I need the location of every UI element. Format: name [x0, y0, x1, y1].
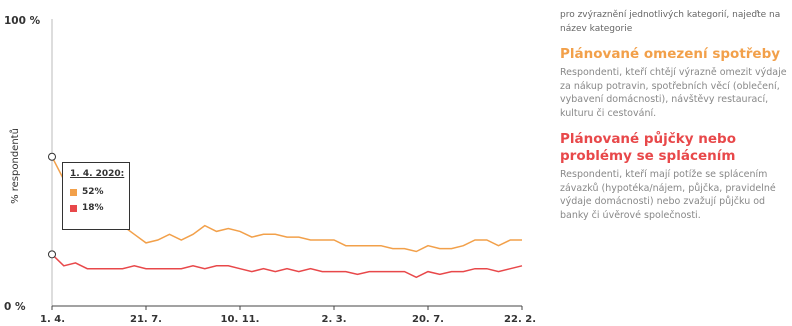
- legend-item-pujcky[interactable]: Plánované půjčky nebo problémy se spláce…: [560, 131, 788, 222]
- tooltip-row-spotreba: 52%: [70, 187, 122, 197]
- series-marker-2: [48, 250, 56, 259]
- series-marker-1: [48, 152, 56, 161]
- x-tick-label: 1. 4.: [40, 314, 65, 325]
- x-tick-label: 10. 11.: [221, 314, 260, 325]
- y-tick-label-bottom: 0 %: [4, 301, 26, 313]
- legend-item-spotreba[interactable]: Plánované omezení spotřeby Respondenti, …: [560, 46, 788, 120]
- x-tick-label: 20. 7.: [412, 314, 444, 325]
- legend-desc-spotreba: Respondenti, kteří chtějí výrazně omezit…: [560, 67, 787, 119]
- series-line-1: [51, 156, 522, 253]
- legend-title-pujcky: Plánované půjčky nebo problémy se spláce…: [560, 131, 736, 164]
- tooltip-swatch-spotreba: [70, 188, 77, 196]
- legend-desc-pujcky: Respondenti, kteří mají potíže se spláce…: [560, 169, 776, 221]
- y-tick-label-top: 100 %: [4, 15, 41, 27]
- tooltip-date: 1. 4. 2020:: [70, 169, 125, 179]
- tooltip-value-pujcky: 18%: [82, 203, 104, 213]
- y-axis-label: % respondentů: [9, 128, 21, 204]
- data-tooltip: 1. 4. 2020: 52% 18%: [62, 162, 130, 230]
- tooltip-value-spotreba: 52%: [82, 187, 104, 197]
- legend-hint: pro zvýraznění jednotlivých kategorií, n…: [560, 10, 781, 34]
- legend-panel: pro zvýraznění jednotlivých kategorií, n…: [560, 8, 788, 233]
- x-tick-label: 22. 2.: [504, 314, 536, 325]
- x-tick-label: 21. 7.: [130, 314, 162, 325]
- legend-title-spotreba: Plánované omezení spotřeby: [560, 46, 781, 62]
- series-line-2: [51, 253, 523, 279]
- x-tick-label: 2. 3.: [322, 314, 347, 325]
- tooltip-row-pujcky: 18%: [70, 203, 122, 213]
- line-chart: % respondentů 100 % 0 % 1. 4. 21. 7. 10. 1…: [4, 15, 536, 325]
- tooltip-swatch-pujcky: [70, 204, 77, 212]
